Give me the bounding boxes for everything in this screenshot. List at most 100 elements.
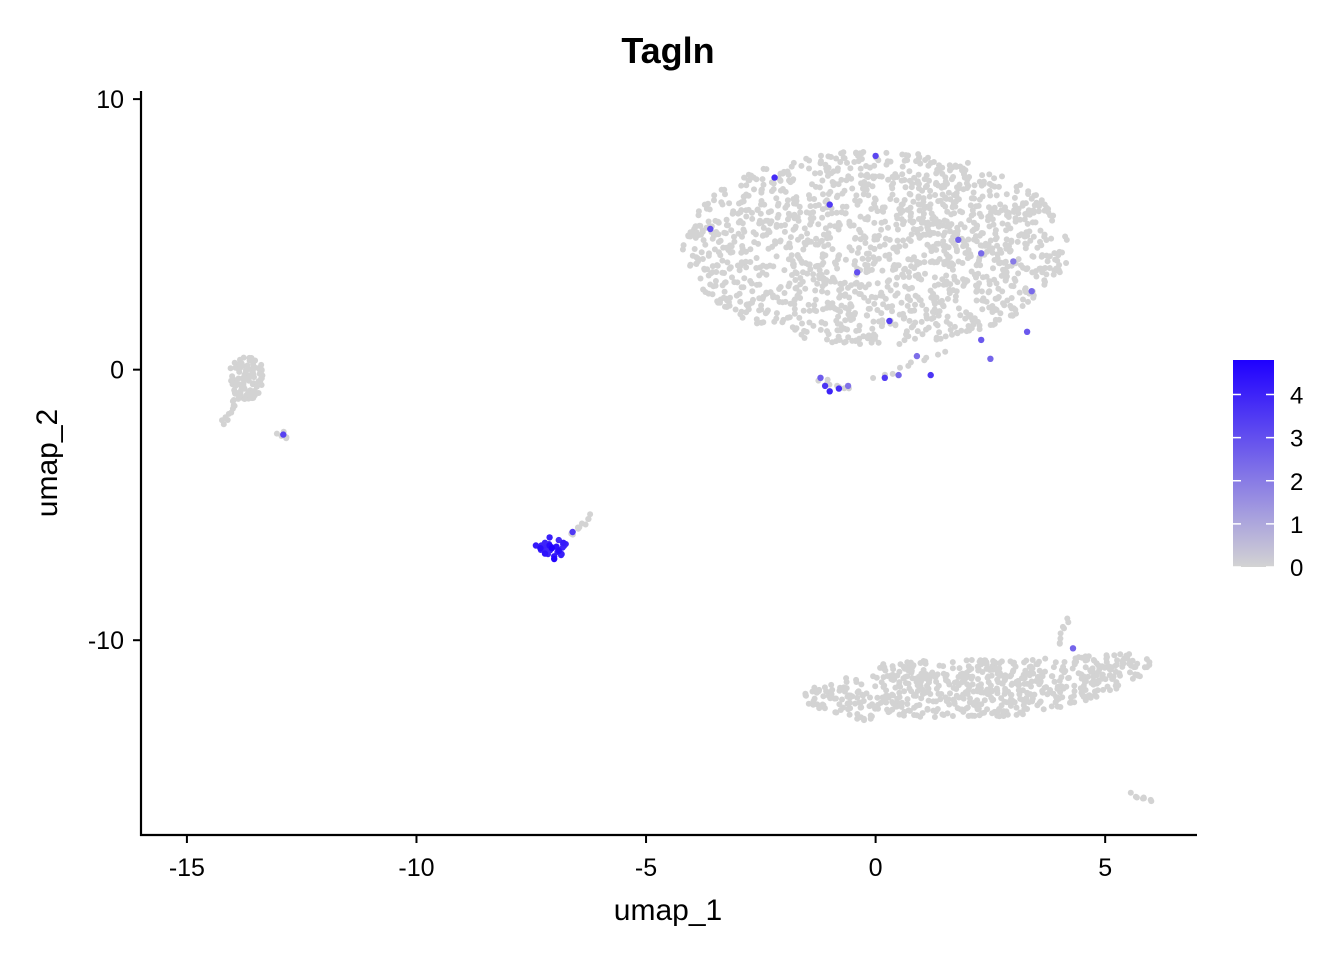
cell-point — [819, 283, 826, 290]
cell-point — [1018, 262, 1024, 269]
cell-point — [825, 331, 832, 338]
cell-point — [828, 681, 835, 688]
cell-point — [785, 171, 792, 178]
cell-point — [965, 236, 972, 243]
cell-point — [731, 233, 737, 240]
cell-point — [1007, 312, 1014, 319]
cell-point — [857, 229, 864, 236]
cell-point — [796, 314, 803, 321]
cell-point — [835, 226, 842, 233]
cell-point — [777, 238, 784, 245]
cell-point — [818, 152, 824, 159]
cell-point — [934, 259, 940, 266]
cell-point — [944, 208, 951, 215]
cell-point — [735, 210, 742, 217]
cell-point — [791, 306, 798, 312]
cell-point — [785, 256, 792, 263]
cell-point — [806, 307, 813, 314]
cell-point — [1025, 191, 1032, 197]
cell-point — [737, 311, 744, 318]
cell-point — [756, 272, 763, 279]
cell-point — [999, 680, 1005, 687]
cell-point — [875, 232, 882, 239]
cell-point — [871, 300, 878, 307]
cell-point — [1039, 252, 1046, 259]
cell-point — [968, 268, 975, 275]
cell-point — [823, 304, 830, 311]
cell-point — [1048, 235, 1055, 242]
cell-point — [865, 281, 872, 288]
cell-point — [921, 259, 928, 266]
cell-point — [869, 325, 876, 332]
cell-point — [840, 149, 847, 156]
cell-point — [957, 163, 964, 170]
cell-point — [841, 187, 848, 194]
cell-point — [887, 158, 894, 165]
cell-point — [792, 269, 799, 276]
cell-point — [970, 189, 977, 196]
cell-point — [996, 665, 1003, 672]
cell-point — [819, 214, 826, 221]
cell-point — [718, 199, 725, 206]
cell-point — [679, 246, 686, 253]
cell-point — [911, 254, 917, 261]
cell-point — [823, 269, 830, 276]
cell-point — [721, 288, 728, 295]
cell-point — [1114, 657, 1121, 664]
cell-point — [685, 232, 692, 239]
cell-point — [747, 259, 754, 265]
cell-point — [715, 249, 722, 256]
cell-point — [893, 247, 900, 254]
cell-point — [865, 298, 872, 305]
cell-point — [919, 331, 926, 338]
cell-point — [861, 183, 868, 190]
cell-point — [857, 165, 864, 172]
cell-point — [893, 221, 900, 228]
cell-point — [1148, 798, 1155, 805]
cell-point — [806, 165, 812, 172]
x-tick-label: -10 — [398, 854, 434, 882]
cell-point — [797, 209, 804, 216]
cell-point — [953, 288, 960, 295]
chart-title: Tagln — [621, 30, 714, 71]
cell-point — [870, 375, 877, 381]
cell-point — [753, 255, 760, 261]
cell-point — [1133, 794, 1140, 801]
cell-point — [743, 182, 750, 189]
cell-point — [889, 191, 896, 198]
cell-point — [855, 688, 862, 695]
cell-point — [820, 702, 827, 709]
cell-point — [930, 243, 937, 250]
cell-point — [927, 187, 934, 194]
cell-point — [881, 664, 888, 671]
expressing-cell-point — [826, 201, 833, 208]
cell-point — [912, 692, 919, 699]
cell-point — [799, 278, 806, 285]
cell-point — [801, 225, 808, 232]
cell-point — [962, 167, 969, 174]
cell-point — [919, 673, 926, 680]
cell-point — [713, 269, 720, 275]
cell-point — [901, 177, 908, 183]
cell-point — [1039, 269, 1046, 276]
cell-point — [820, 191, 826, 198]
cell-point — [1032, 268, 1039, 275]
cell-point — [905, 152, 912, 159]
cell-point — [878, 226, 885, 233]
cell-point — [1047, 687, 1054, 693]
cell-point — [811, 302, 818, 309]
cell-point — [976, 257, 982, 264]
cell-point — [932, 673, 939, 680]
cell-point — [857, 236, 864, 243]
cell-point — [892, 321, 899, 328]
cell-point — [896, 679, 903, 686]
cell-point — [1041, 231, 1048, 238]
cell-point — [822, 161, 829, 168]
cell-point — [1014, 238, 1021, 245]
cell-point — [1048, 703, 1055, 710]
cell-point — [857, 172, 864, 179]
cell-point — [1051, 678, 1058, 685]
cell-point — [985, 241, 992, 248]
cell-point — [1060, 685, 1067, 692]
cell-point — [925, 219, 931, 226]
